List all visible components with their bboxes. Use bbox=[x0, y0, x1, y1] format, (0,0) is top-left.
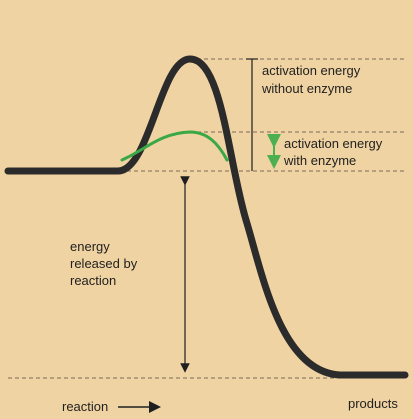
label-activation-without-enzyme: activation energy without enzyme bbox=[261, 63, 364, 96]
label-activation-without-line1: activation energy bbox=[262, 63, 361, 78]
label-products: products bbox=[348, 396, 398, 411]
label-activation-with-enzyme: activation energy with enzyme bbox=[283, 136, 386, 168]
label-energy-released-line2: released by bbox=[70, 256, 138, 271]
label-energy-released-line3: reaction bbox=[70, 273, 116, 288]
curve-with-enzyme bbox=[120, 130, 229, 162]
label-activation-without-line2: without enzyme bbox=[261, 81, 352, 96]
label-energy-released-line1: energy bbox=[70, 239, 110, 254]
label-activation-with-line1: activation energy bbox=[284, 136, 383, 151]
curve-without-enzyme bbox=[4, 55, 409, 379]
label-activation-with-line2: with enzyme bbox=[283, 153, 356, 168]
label-reaction: reaction bbox=[62, 399, 108, 414]
label-energy-released: energy released by reaction bbox=[70, 239, 141, 288]
